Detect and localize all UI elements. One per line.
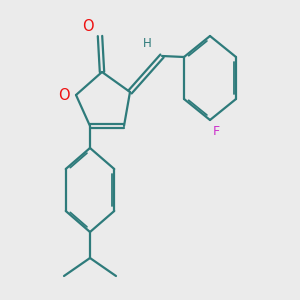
Text: H: H — [143, 37, 152, 50]
Text: F: F — [213, 125, 220, 138]
Text: O: O — [58, 88, 70, 103]
Text: O: O — [82, 19, 94, 34]
